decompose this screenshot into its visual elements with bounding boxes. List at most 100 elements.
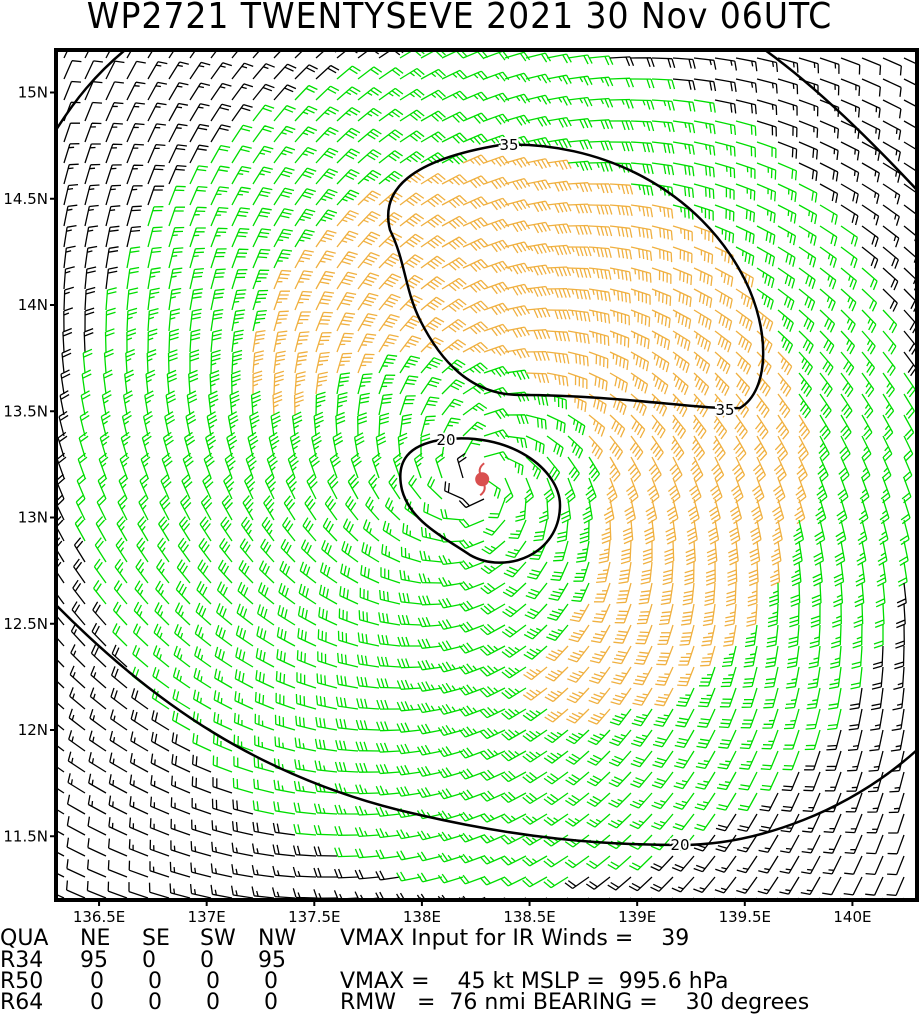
wind-barb [335,696,359,710]
wind-barb [546,435,564,457]
wind-barb [567,330,590,344]
wind-barb [840,141,860,161]
wind-barb [84,101,103,122]
wind-barb [252,370,263,395]
wind-barb [479,813,506,823]
wind-barb [231,207,250,227]
wind-barb [231,165,252,185]
wind-barb [567,54,593,65]
wind-barb [149,839,170,857]
wind-barb [882,414,894,440]
wind-barb [588,393,607,414]
wind-barb [160,473,172,500]
wind-barb [273,330,288,353]
wind-barb [736,876,758,894]
wind-barb [817,456,829,483]
wind-barb [682,582,695,606]
figure-title: WP2721 TWENTYSEVE 2021 30 Nov 06UTC [86,0,833,37]
wind-barb [882,204,900,226]
wind-barb [504,199,531,212]
wind-barb [68,708,86,731]
wind-barb [224,452,236,479]
contour-label-20-outer: 20 [670,836,689,854]
wind-barb [715,813,737,832]
wind-barb [105,122,123,143]
wind-barb [504,435,528,449]
wind-barb [630,351,650,372]
wind-barb [272,390,283,416]
wind-barb [735,351,752,375]
wind-barb [888,792,905,814]
wind-barb [226,431,238,458]
wind-barb [189,308,202,332]
wind-barb [806,687,821,710]
wind-barb [792,540,803,566]
wind-barb [119,452,130,479]
wind-barb [117,494,128,521]
wind-barb [357,353,375,374]
wind-barb [632,687,653,706]
wind-barb [56,893,65,899]
wind-barb [700,645,716,667]
wind-barb [866,834,884,855]
wind-barb [714,225,735,244]
wind-barb [70,644,86,668]
wind-barb [315,147,339,164]
wind-barb [892,687,905,711]
wind-barb [420,415,436,437]
wind-barb [95,516,107,542]
wind-barb [315,391,326,416]
wind-barb [504,156,531,168]
wind-barb [67,773,86,794]
wind-barb [585,876,611,890]
wind-barb [334,761,359,773]
wind-barb [614,603,632,624]
wind-barb [57,431,68,458]
wind-barb [882,225,900,248]
wind-barb [177,537,191,563]
wind-barb [630,330,650,349]
wind-barb [754,414,769,440]
wind-barb [147,50,154,59]
wind-barb [610,687,632,706]
wind-barb [887,834,905,855]
wind-barb [564,876,590,890]
wind-barb [481,540,506,555]
wind-barb [213,690,233,710]
wind-barb [667,477,681,504]
wind-barb [130,709,149,731]
wind-barb [525,179,551,191]
wind-barb [311,432,322,458]
wind-barb [822,876,842,896]
wind-barb [458,811,485,822]
wind-barb [75,494,86,521]
wind-barb [819,372,833,398]
wind-barb [882,246,900,269]
wind-barb [462,300,489,314]
wind-barb [152,667,170,689]
wind-barb [168,123,188,143]
wind-barb [458,705,485,717]
wind-barb [462,402,488,416]
wind-barb [273,228,293,248]
wind-barb [76,473,87,500]
wind-barb [871,666,884,690]
wind-barb [646,477,660,504]
wind-barb [458,684,485,696]
wind-barb [102,369,113,395]
wind-barb [336,127,361,143]
wind-barb [191,776,212,794]
wind-barb [115,537,128,563]
wind-barb [317,629,338,647]
wind-barb [609,141,634,152]
wind-barb [231,309,246,332]
wind-barb [217,559,233,584]
wind-barb [803,771,821,792]
wind-barb [797,435,809,462]
wind-barb [238,560,254,584]
wind-barb [378,150,403,164]
wind-barb [546,180,572,192]
wind-barb [737,792,758,812]
wind-barb [437,810,464,821]
